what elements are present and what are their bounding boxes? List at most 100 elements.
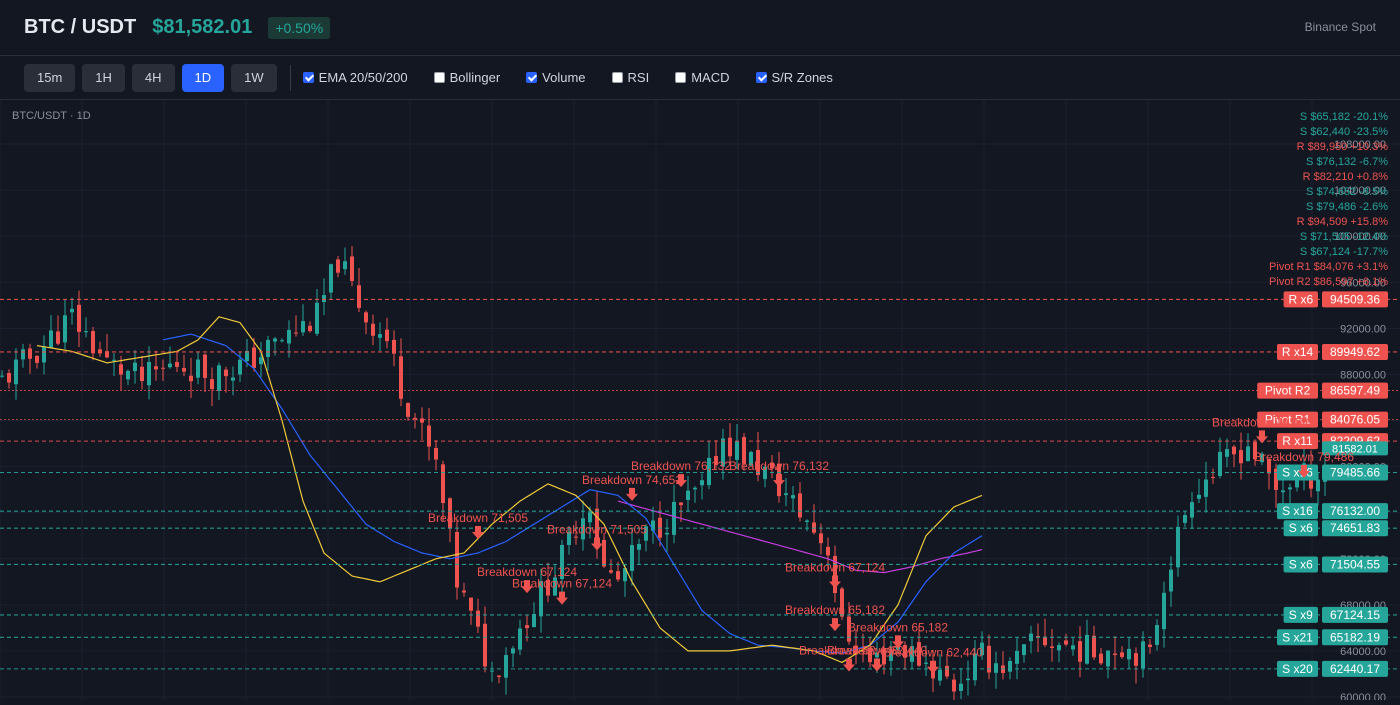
candle-body	[539, 581, 543, 617]
timeframe-button-4h[interactable]: 4H	[131, 63, 175, 92]
candle-body	[1274, 468, 1278, 490]
indicator-toggle-volume[interactable]: Volume	[526, 70, 586, 85]
candle-body	[917, 642, 921, 666]
sr-zone-tag-label: S x21	[1282, 630, 1313, 644]
sr-overlay-label: S $65,182 -20.1%	[1300, 111, 1388, 123]
indicator-toggle-rsi[interactable]: RSI	[611, 70, 649, 85]
sr-zone-tag-label: R x14	[1282, 345, 1314, 359]
price-axis-tag-label: 76132.00	[1330, 504, 1380, 518]
timeframe-button-15m[interactable]: 15m	[24, 63, 76, 92]
price-axis-tag-label: 94509.36	[1330, 292, 1380, 306]
sr-overlay-label: R $89,950 +10.3%	[1297, 141, 1389, 153]
candle-body	[371, 323, 375, 336]
macd-checkbox[interactable]	[675, 72, 687, 83]
candle-body	[385, 329, 389, 342]
breakdown-marker-label: Breakdown 67,124	[512, 577, 612, 591]
candle-body	[721, 438, 725, 467]
timeframe-button-1w[interactable]: 1W	[231, 63, 277, 92]
breakdown-arrow-icon	[829, 618, 841, 632]
rsi-checkbox[interactable]	[611, 72, 623, 83]
candle-body	[287, 329, 291, 344]
candle-body	[469, 597, 473, 611]
candle-body	[644, 526, 648, 541]
candle-body	[273, 338, 277, 342]
sr-zone-tag-label: Pivot R2	[1265, 384, 1311, 398]
sr-overlay-label: S $62,440 -23.5%	[1300, 126, 1388, 138]
candle-body	[973, 653, 977, 681]
breakdown-arrow-icon	[1256, 430, 1268, 444]
candle-body	[49, 330, 53, 348]
timeframe-button-1h[interactable]: 1H	[82, 63, 125, 92]
candle-body	[462, 590, 466, 593]
timeframe-button-1d[interactable]: 1D	[181, 63, 225, 92]
bollinger-checkbox[interactable]	[433, 72, 445, 83]
candle-body	[231, 377, 235, 381]
candle-body	[112, 359, 116, 361]
ema-checkbox[interactable]	[302, 72, 314, 83]
breakdown-marker-label: Breakdown 76,132	[729, 459, 829, 473]
indicator-toggle-ema[interactable]: EMA 20/50/200	[302, 70, 408, 85]
breakdown-marker-label: Breakdown 62,440	[799, 643, 899, 657]
candle-body	[1057, 645, 1061, 651]
candle-body	[196, 359, 200, 378]
breakdown-arrow-icon	[871, 658, 883, 672]
candle-body	[1120, 652, 1124, 657]
bollinger-label: Bollinger	[449, 70, 501, 85]
breakdown-arrow-icon	[927, 660, 939, 674]
candle-body	[1232, 446, 1236, 455]
candle-body	[651, 520, 655, 531]
candle-body	[483, 623, 487, 667]
ema20-line	[36, 316, 983, 664]
candle-body	[91, 331, 95, 354]
chart-area[interactable]: 108000.00 104000.00 100000.00 96000.00 92000…	[0, 100, 1400, 704]
breakdown-arrow-icon	[626, 487, 638, 501]
price-axis-tag	[1322, 464, 1388, 481]
candle-body	[280, 340, 284, 342]
sr-zone-tag	[1257, 411, 1318, 428]
toolbar-divider	[289, 64, 291, 91]
price-axis-tag-label: 71504.55	[1330, 557, 1380, 571]
breakdown-arrow-icon	[675, 474, 687, 488]
candle-body	[441, 464, 445, 504]
breakdown-marker-label: Breakdown 65,182	[848, 620, 948, 634]
breakdown-arrow-icon	[556, 591, 568, 605]
candle-body	[959, 683, 963, 691]
candle-body	[980, 642, 984, 656]
breakdown-marker-label: Breakdown 79,486	[1254, 450, 1354, 464]
candle-body	[861, 650, 865, 652]
candle-body	[364, 312, 368, 323]
indicator-toggle-macd[interactable]: MACD	[675, 70, 730, 85]
candle-body	[574, 536, 578, 538]
candle-body	[945, 665, 949, 677]
y-axis-tick-label: 104000.00	[1334, 185, 1386, 197]
candle-body	[728, 437, 732, 457]
candle-body	[497, 675, 501, 677]
candle-body	[1197, 494, 1201, 499]
candle-body	[1106, 650, 1110, 667]
breakdown-marker-label: Breakdown 62,440	[883, 646, 983, 660]
candle-body	[1071, 645, 1075, 650]
price-axis-tag-label: 89949.62	[1330, 345, 1380, 359]
candle-body	[1015, 650, 1019, 664]
candle-body	[833, 555, 837, 594]
candlestick-chart[interactable]: 108000.00 104000.00 100000.00 96000.00 92000…	[0, 100, 1400, 704]
candle-body	[665, 532, 669, 535]
candle-body	[1239, 450, 1243, 464]
volume-checkbox[interactable]	[526, 72, 538, 83]
breakdown-arrow-icon	[591, 537, 603, 551]
sr-overlay-label: Pivot R2 $86,597 +6.1%	[1269, 276, 1388, 288]
indicator-toggle-bollinger[interactable]: Bollinger	[433, 70, 501, 85]
candle-body	[756, 449, 760, 476]
candle-body	[126, 370, 130, 380]
candle-body	[609, 570, 613, 573]
candle-body	[1127, 648, 1131, 660]
sr-zones-checkbox[interactable]	[755, 72, 767, 83]
sr-zone-tag-label: S x20	[1282, 662, 1313, 676]
candle-body	[938, 669, 942, 681]
indicator-toggle-sr-zones[interactable]: S/R Zones	[755, 70, 833, 85]
candle-body	[0, 375, 4, 377]
y-axis-tick-label: 92000.00	[1340, 323, 1386, 335]
breakdown-arrow-icon	[521, 580, 533, 594]
candle-body	[1092, 635, 1096, 658]
sr-zone-tag	[1277, 343, 1318, 360]
